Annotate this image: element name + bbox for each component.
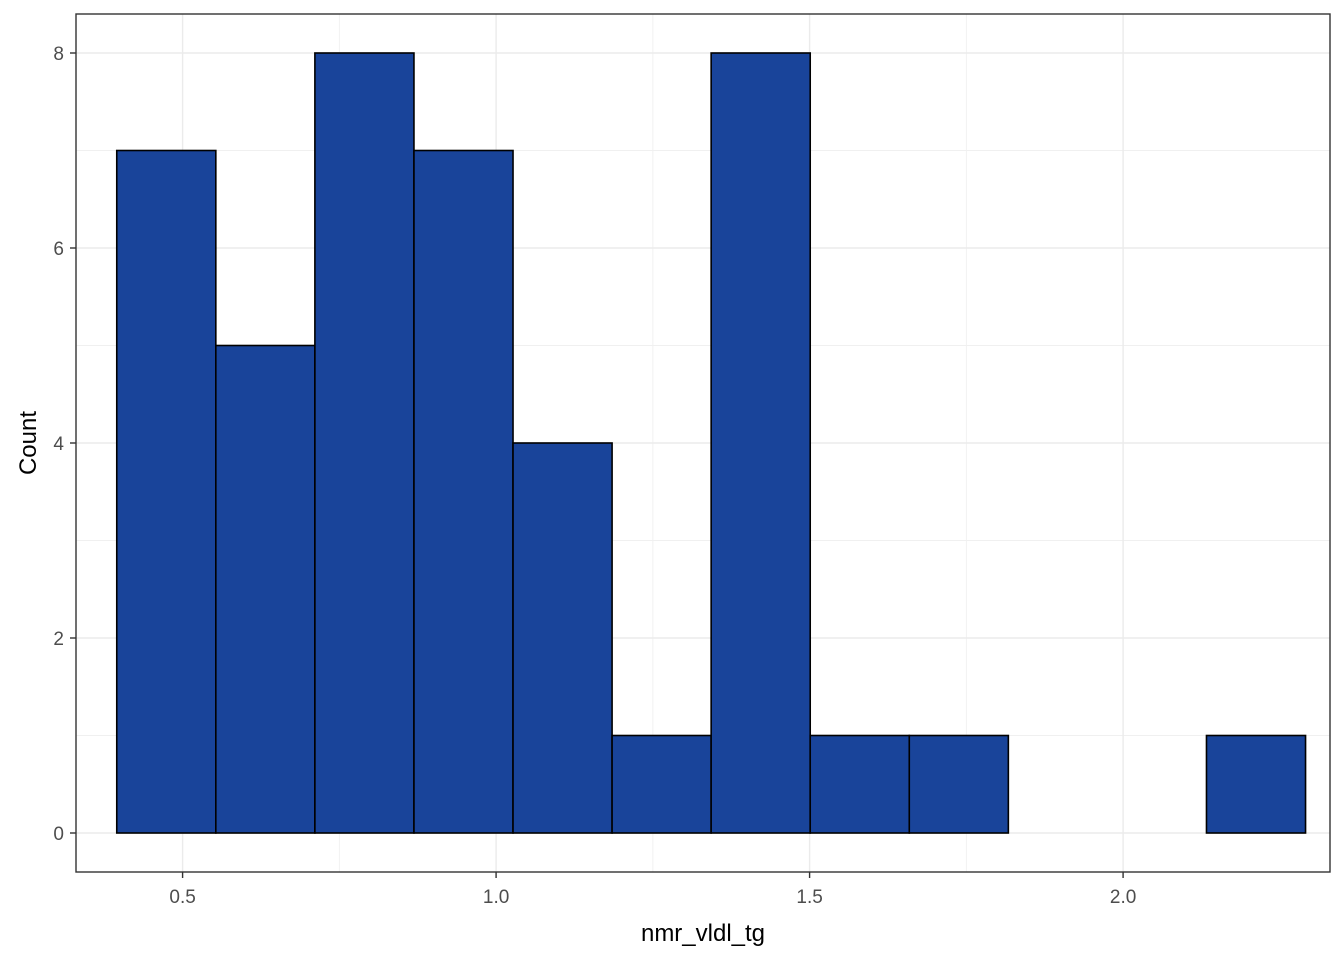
y-tick-label: 2 [53, 629, 64, 650]
y-axis-title: Count [15, 411, 42, 475]
histogram-bar [1205, 734, 1307, 834]
y-tick-label: 8 [53, 44, 64, 65]
histogram-bar [512, 442, 613, 834]
x-tick-label: 2.0 [1110, 887, 1136, 908]
histogram-bar [611, 734, 712, 834]
y-tick-label: 4 [53, 434, 64, 455]
histogram-bar [215, 344, 316, 834]
x-tick-label: 0.5 [169, 887, 195, 908]
histogram-bar [809, 734, 911, 834]
y-tick-label: 0 [53, 824, 64, 845]
y-axis: 0 2 4 6 8 [53, 44, 76, 845]
y-tick-label: 6 [53, 239, 64, 260]
x-axis-title: nmr_vldl_tg [641, 920, 765, 947]
x-tick-label: 1.5 [796, 887, 822, 908]
histogram-bar [314, 52, 415, 834]
histogram-bar [908, 734, 1010, 834]
x-axis: 0.5 1.0 1.5 2.0 [169, 872, 1136, 908]
histogram-bar [413, 149, 514, 834]
bars-layer [115, 52, 1307, 834]
histogram-bar [710, 52, 812, 834]
x-tick-label: 1.0 [483, 887, 509, 908]
histogram-bar [115, 149, 217, 834]
